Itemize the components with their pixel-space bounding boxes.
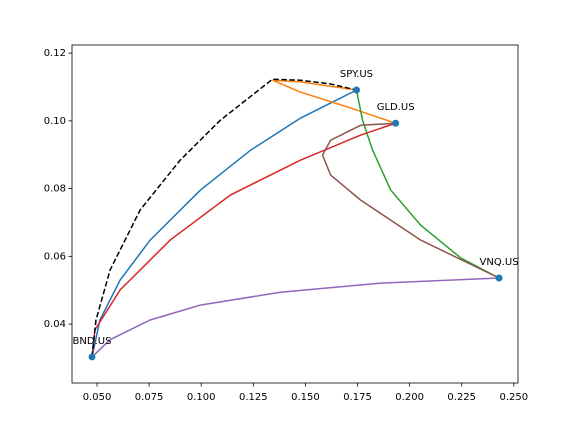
x-tick-label: 0.250 — [500, 392, 529, 403]
curve — [91, 78, 357, 358]
asset-label: GLD.US — [377, 102, 415, 113]
x-tick-label: 0.200 — [395, 392, 424, 403]
curve — [91, 122, 396, 358]
x-tick-label: 0.050 — [83, 392, 112, 403]
x-tick-label: 0.225 — [447, 392, 476, 403]
curve — [91, 89, 357, 358]
y-tick-label: 0.06 — [44, 251, 66, 262]
x-tick-label: 0.100 — [187, 392, 216, 403]
asset-point — [392, 119, 400, 127]
x-tick-label: 0.175 — [343, 392, 372, 403]
curve — [355, 89, 500, 279]
asset-point — [352, 86, 360, 94]
asset-label: VNQ.US — [480, 257, 519, 268]
x-tick-label: 0.125 — [239, 392, 268, 403]
plot-frame — [71, 44, 519, 384]
asset-label: BND.US — [73, 336, 112, 347]
asset-point — [88, 353, 96, 361]
y-tick-label: 0.04 — [44, 319, 66, 330]
curve — [272, 79, 396, 124]
asset-point — [495, 274, 503, 282]
y-tick-label: 0.12 — [44, 48, 66, 59]
y-tick-label: 0.10 — [44, 116, 66, 127]
curve — [91, 277, 500, 358]
curve — [321, 122, 500, 279]
x-tick-label: 0.075 — [135, 392, 164, 403]
y-tick-label: 0.08 — [44, 184, 66, 195]
x-tick-label: 0.150 — [291, 392, 320, 403]
asset-label: SPY.US — [340, 69, 373, 80]
